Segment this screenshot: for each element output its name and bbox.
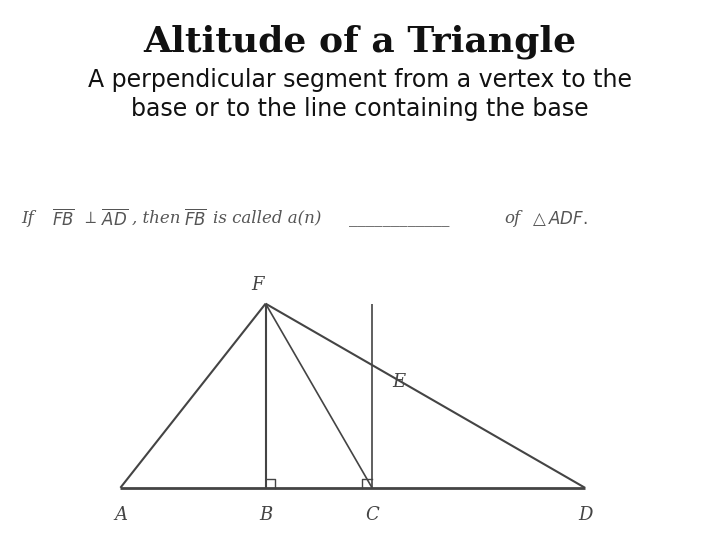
Text: D: D [577, 506, 592, 524]
Text: Altitude of a Triangle: Altitude of a Triangle [143, 24, 577, 59]
Text: If: If [22, 210, 35, 227]
Text: F: F [251, 276, 264, 294]
Text: $\triangle ADF.$: $\triangle ADF.$ [529, 208, 588, 228]
Text: $\overline{FB}$: $\overline{FB}$ [184, 208, 207, 228]
Text: , then: , then [132, 210, 180, 227]
Text: C: C [365, 506, 379, 524]
Text: base or to the line containing the base: base or to the line containing the base [131, 97, 589, 121]
Text: $\perp$: $\perp$ [81, 210, 96, 227]
Text: ____________: ____________ [349, 210, 450, 227]
Text: is called a(n): is called a(n) [213, 210, 322, 227]
Text: A perpendicular segment from a vertex to the: A perpendicular segment from a vertex to… [88, 68, 632, 91]
Text: A: A [114, 506, 127, 524]
Text: E: E [392, 373, 405, 391]
Text: $\overline{AD}$: $\overline{AD}$ [101, 208, 128, 228]
Text: B: B [259, 506, 272, 524]
Text: $\overline{FB}$: $\overline{FB}$ [52, 208, 75, 228]
Text: of: of [504, 210, 520, 227]
